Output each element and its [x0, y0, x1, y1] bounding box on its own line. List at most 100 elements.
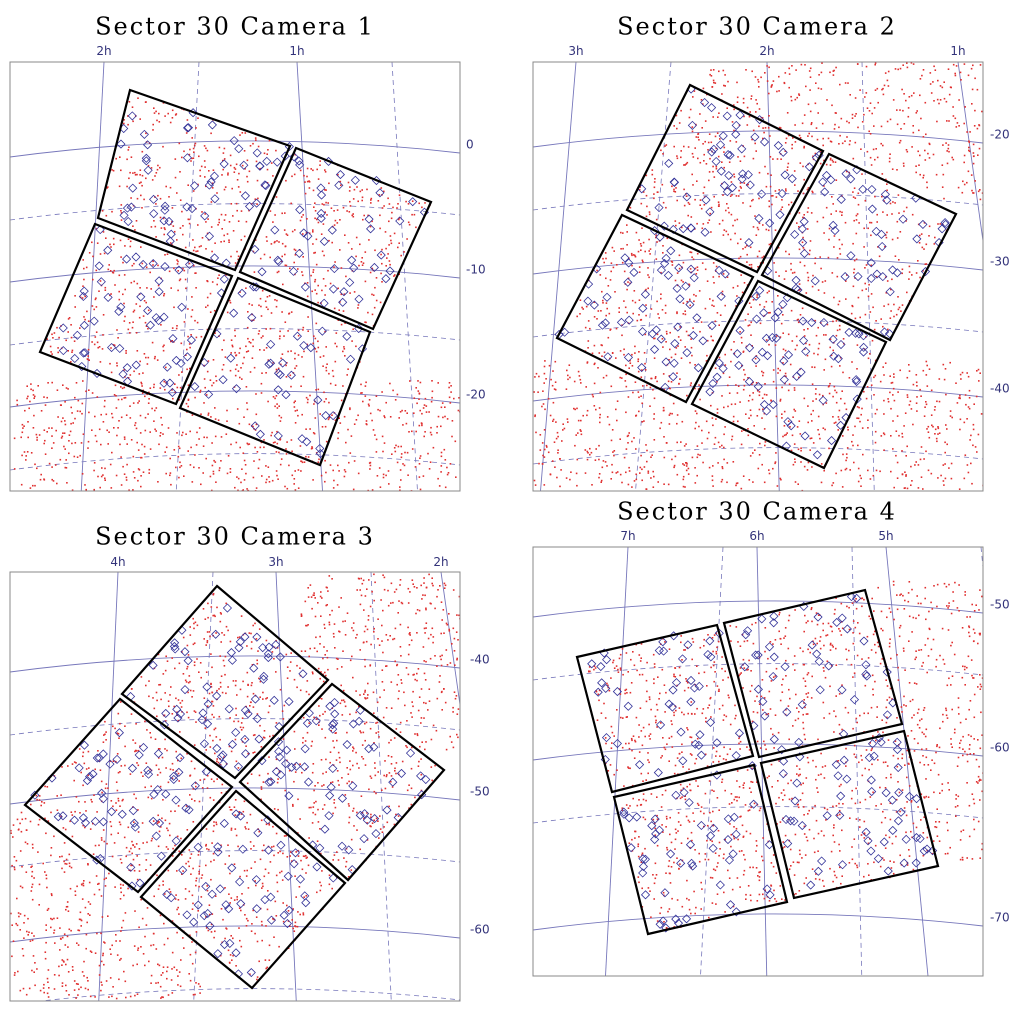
star [916, 410, 918, 412]
star [689, 108, 692, 111]
star [182, 233, 184, 236]
target [375, 188, 385, 198]
star [104, 286, 107, 289]
star [882, 325, 884, 328]
star [98, 882, 100, 885]
star [892, 448, 894, 450]
target [131, 252, 141, 262]
star [23, 451, 26, 453]
star [891, 278, 893, 281]
star [324, 294, 326, 296]
star [244, 738, 247, 740]
star [882, 211, 884, 213]
star [627, 483, 630, 486]
target [731, 129, 741, 139]
star [926, 385, 929, 387]
star [888, 157, 891, 160]
star [844, 82, 847, 84]
star [293, 478, 296, 480]
star [602, 376, 605, 379]
star [750, 334, 752, 336]
star [316, 891, 318, 894]
target [718, 363, 728, 374]
target [723, 150, 733, 160]
star [699, 113, 701, 115]
star [747, 377, 749, 379]
star [304, 192, 307, 195]
star [282, 738, 285, 740]
star [648, 238, 650, 241]
star [123, 122, 125, 125]
star [237, 220, 240, 222]
star [163, 293, 166, 295]
target [327, 225, 337, 235]
star [138, 182, 141, 184]
star [335, 759, 338, 761]
star [815, 398, 817, 400]
ra-grid-minor [536, 572, 598, 1001]
star [748, 264, 751, 266]
star [608, 423, 611, 426]
star [31, 875, 33, 878]
star [74, 396, 76, 399]
star [896, 477, 899, 479]
star [428, 700, 431, 702]
star [784, 349, 787, 352]
star [199, 391, 201, 393]
star [195, 879, 197, 882]
star [452, 589, 455, 591]
star [835, 66, 837, 69]
star [408, 807, 410, 809]
star [587, 320, 590, 322]
star [629, 362, 632, 364]
star [371, 313, 374, 316]
star [803, 146, 805, 149]
star [703, 160, 705, 162]
star [854, 115, 856, 117]
star [794, 461, 796, 463]
star [794, 124, 796, 126]
star [156, 822, 159, 825]
star [212, 359, 215, 361]
star [31, 883, 34, 886]
star [734, 403, 737, 405]
star [185, 433, 187, 435]
star [101, 916, 104, 918]
target [376, 250, 386, 260]
star [263, 152, 266, 155]
target [329, 264, 339, 274]
star [942, 480, 945, 482]
star [919, 154, 921, 157]
star [716, 312, 719, 314]
star [176, 192, 178, 194]
star [199, 662, 202, 664]
star [270, 312, 273, 314]
star [211, 250, 213, 253]
star [769, 156, 772, 158]
star [30, 383, 32, 385]
star [51, 435, 53, 437]
star [832, 416, 834, 418]
star [424, 594, 426, 597]
star [662, 373, 665, 375]
star [163, 922, 165, 925]
star [901, 432, 903, 435]
star [898, 259, 900, 261]
star [213, 936, 215, 939]
star [182, 431, 184, 434]
star [301, 274, 304, 277]
star [936, 98, 939, 101]
star [230, 255, 232, 258]
star [380, 272, 382, 275]
star [586, 414, 588, 417]
target [771, 333, 781, 343]
star [768, 205, 771, 208]
star [252, 338, 254, 341]
star [339, 249, 341, 251]
star [28, 987, 31, 990]
star [771, 203, 773, 206]
star [346, 767, 348, 769]
star [102, 741, 105, 743]
star [822, 394, 824, 397]
star [149, 732, 151, 734]
